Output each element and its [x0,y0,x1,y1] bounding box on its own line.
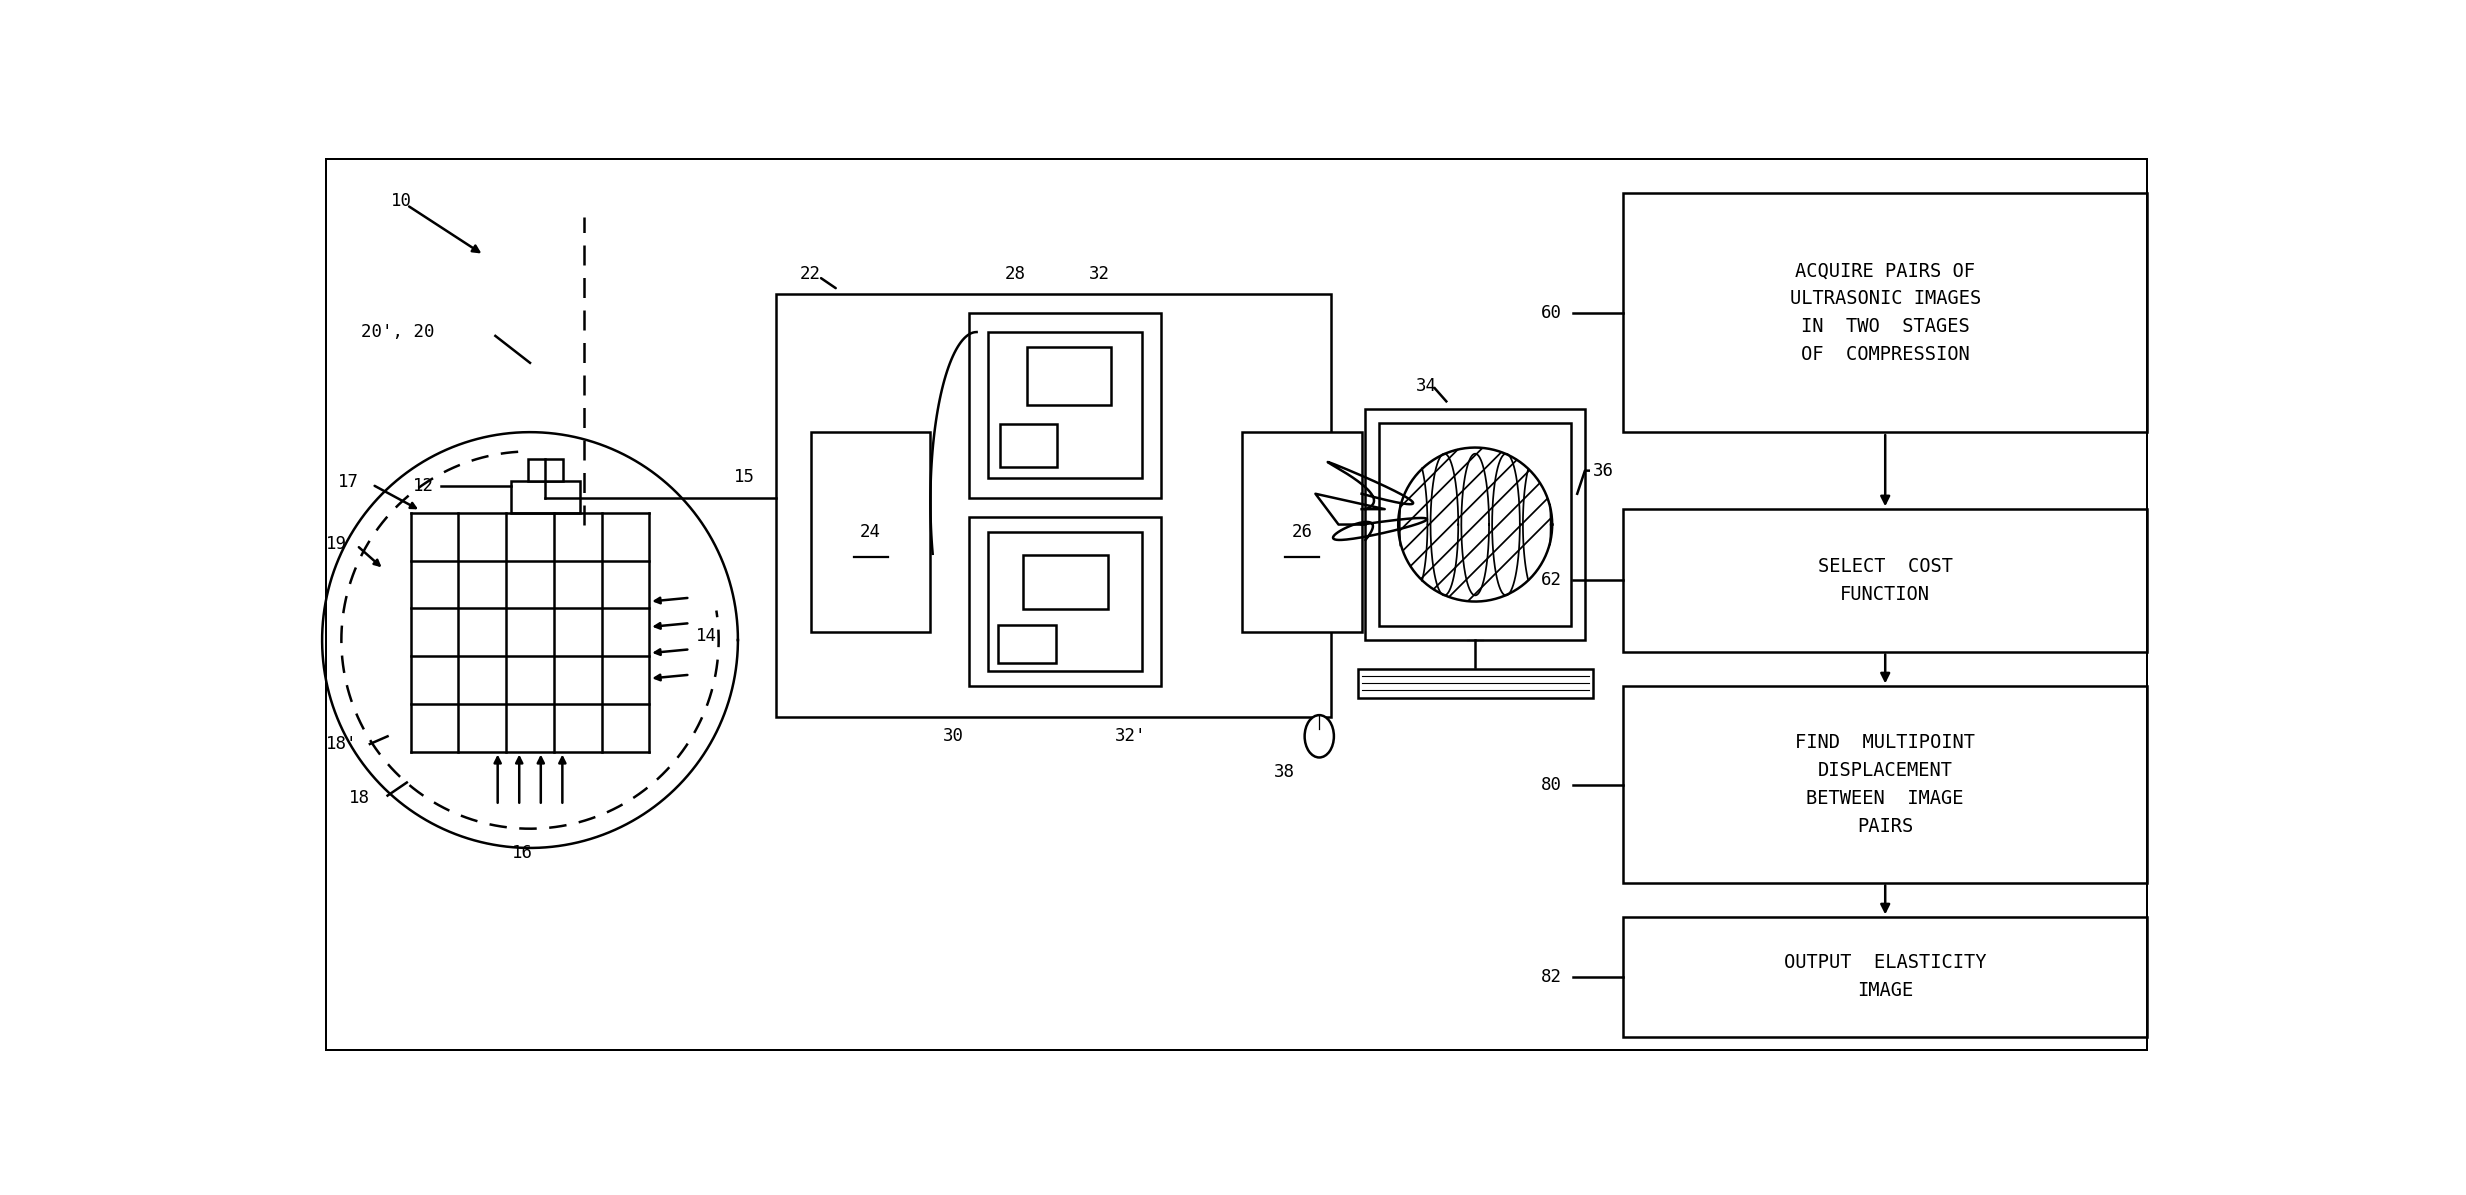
Bar [999,424,1058,467]
Text: 18': 18' [326,735,358,753]
Bar [1366,409,1586,641]
Bar [989,532,1142,670]
Bar [1243,433,1361,632]
Text: 12: 12 [412,477,434,495]
Text: 60: 60 [1541,304,1561,321]
Text: 26: 26 [1292,523,1312,541]
Text: 32: 32 [1090,265,1110,283]
Text: 24: 24 [861,523,880,541]
Text: 14: 14 [695,627,718,645]
Bar [1359,668,1593,698]
Text: 18: 18 [350,789,370,807]
Text: 36: 36 [1593,461,1613,479]
Bar [811,433,930,632]
Text: 20', 20: 20', 20 [360,323,434,341]
Bar [1026,348,1112,405]
Bar [1623,509,2148,651]
Text: 28: 28 [1004,265,1026,283]
Text: 34: 34 [1415,376,1438,396]
Bar [528,459,562,480]
Text: FIND  MULTIPOINT
DISPLACEMENT
BETWEEN  IMAGE
PAIRS: FIND MULTIPOINT DISPLACEMENT BETWEEN IMA… [1795,733,1975,836]
Bar [777,294,1332,717]
Text: OUTPUT  ELASTICITY
IMAGE: OUTPUT ELASTICITY IMAGE [1783,954,1988,1000]
Text: 19: 19 [326,535,348,553]
Text: 62: 62 [1541,571,1561,589]
Text: 38: 38 [1275,764,1295,782]
Bar [989,332,1142,478]
Ellipse shape [1305,715,1334,758]
Bar [510,480,580,513]
Bar [1623,686,2148,883]
Text: 22: 22 [799,265,821,283]
Bar [969,517,1161,686]
Bar [1623,918,2148,1036]
Text: 16: 16 [513,844,533,862]
Text: 32': 32' [1115,728,1147,746]
Text: 10: 10 [392,192,412,210]
Text: 82: 82 [1541,968,1561,986]
Bar [1023,556,1107,609]
Text: 30: 30 [942,728,964,746]
Bar [1378,423,1571,626]
Text: ACQUIRE PAIRS OF
ULTRASONIC IMAGES
IN  TWO  STAGES
OF  COMPRESSION: ACQUIRE PAIRS OF ULTRASONIC IMAGES IN TW… [1790,262,1980,364]
Text: SELECT  COST
FUNCTION: SELECT COST FUNCTION [1817,557,1953,603]
Bar [1623,194,2148,433]
Text: 15: 15 [735,467,755,486]
Text: 80: 80 [1541,776,1561,793]
Bar [969,313,1161,497]
Bar [999,625,1055,663]
Text: 17: 17 [338,473,358,491]
